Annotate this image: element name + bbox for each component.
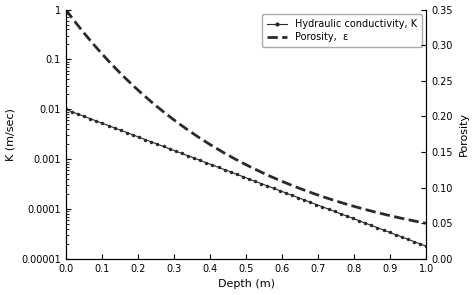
Y-axis label: K (m/sec): K (m/sec) xyxy=(6,108,16,161)
Y-axis label: Porosity: Porosity xyxy=(458,112,468,156)
Legend: Hydraulic conductivity, K, Porosity,  ε: Hydraulic conductivity, K, Porosity, ε xyxy=(263,14,421,47)
X-axis label: Depth (m): Depth (m) xyxy=(218,279,274,289)
